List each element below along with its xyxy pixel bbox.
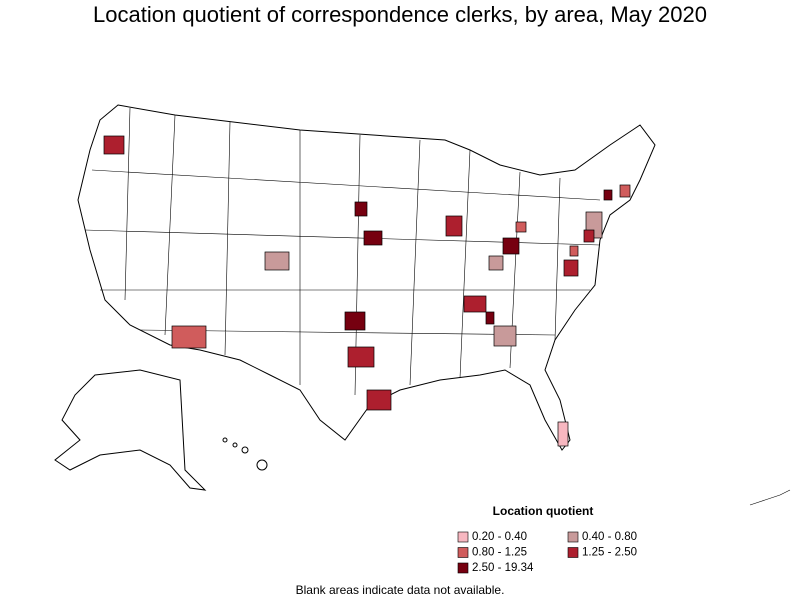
map-title: Location quotient of correspondence cler… [93,2,707,27]
legend-label: 1.25 - 2.50 [582,547,637,559]
legend-label: 0.20 - 0.40 [472,531,527,543]
hawaii [222,437,268,471]
area [583,229,595,243]
area [344,311,366,331]
area [557,421,569,447]
alaska [54,369,207,491]
legend-swatch [457,531,469,543]
area [493,325,517,347]
legend-swatch [567,531,579,543]
highlighted-areas [103,135,631,447]
area [488,255,504,271]
legend-swatch [457,562,469,574]
legend: 0.20 - 0.40 0.40 - 0.80 0.80 - 1.25 1.25 - … [457,531,637,574]
area [569,245,579,257]
legend-label: 0.40 - 0.80 [582,531,637,543]
area [264,251,290,271]
area [354,201,368,217]
territory-islands [749,489,791,506]
area [445,215,463,237]
area [347,346,375,368]
area [366,389,392,411]
legend-title: Location quotient [493,504,594,518]
area-borders [84,107,601,396]
area [619,184,631,198]
map [54,104,791,506]
legend-swatch [457,547,469,558]
area [603,189,613,201]
area [502,237,520,255]
area [485,311,495,325]
area [515,221,527,233]
area [103,135,125,155]
legend-label: 0.80 - 1.25 [472,547,527,559]
contiguous-us [77,104,656,451]
area [363,230,383,246]
area [171,325,207,349]
legend-swatch [567,547,579,558]
area [563,259,579,277]
legend-label: 2.50 - 19.34 [472,562,534,574]
area [463,295,487,313]
footnote: Blank areas indicate data not available. [296,583,505,597]
